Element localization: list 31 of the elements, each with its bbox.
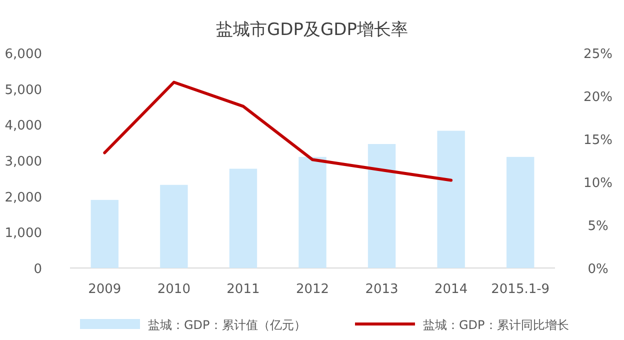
chart-title: 盐城市GDP及GDP增长率 [216,20,408,40]
x-tick-label: 2009 [88,282,122,297]
y-tick-label: 3,000 [4,154,42,170]
y2-tick-label: 20% [584,90,612,105]
bar [229,168,258,268]
x-tick-label: 2010 [157,282,190,297]
line-series [103,80,453,182]
y-tick-label: 6,000 [4,47,42,62]
bar [368,144,396,268]
x-tick-label: 2011 [226,282,260,297]
y-tick-label: 5,000 [4,82,42,98]
x-tick-label: 2014 [434,282,468,297]
x-tick-label: 2013 [365,282,398,297]
y2-tick-label: 0% [588,262,608,277]
x-tick-label: 2015.1-9 [491,282,550,297]
y-tick-label: 0 [34,262,42,277]
bar [506,156,534,268]
y2-tick-label: 15% [584,133,612,148]
y-tick-label: 4,000 [4,118,42,134]
legend-label: 盐城：GDP：累计同比增长 [423,318,569,332]
bar [437,130,465,268]
y-tick-label: 1,000 [4,226,42,242]
bar [160,184,188,268]
legend-label: 盐城：GDP：累计值（亿元） [148,318,306,332]
y-tick-label: 2,000 [4,190,42,206]
bar [298,156,326,268]
x-tick-label: 2012 [296,282,330,297]
y2-tick-label: 25% [584,47,612,62]
y2-tick-label: 5% [588,219,608,234]
bar [90,200,118,268]
y2-tick-label: 10% [584,176,612,191]
